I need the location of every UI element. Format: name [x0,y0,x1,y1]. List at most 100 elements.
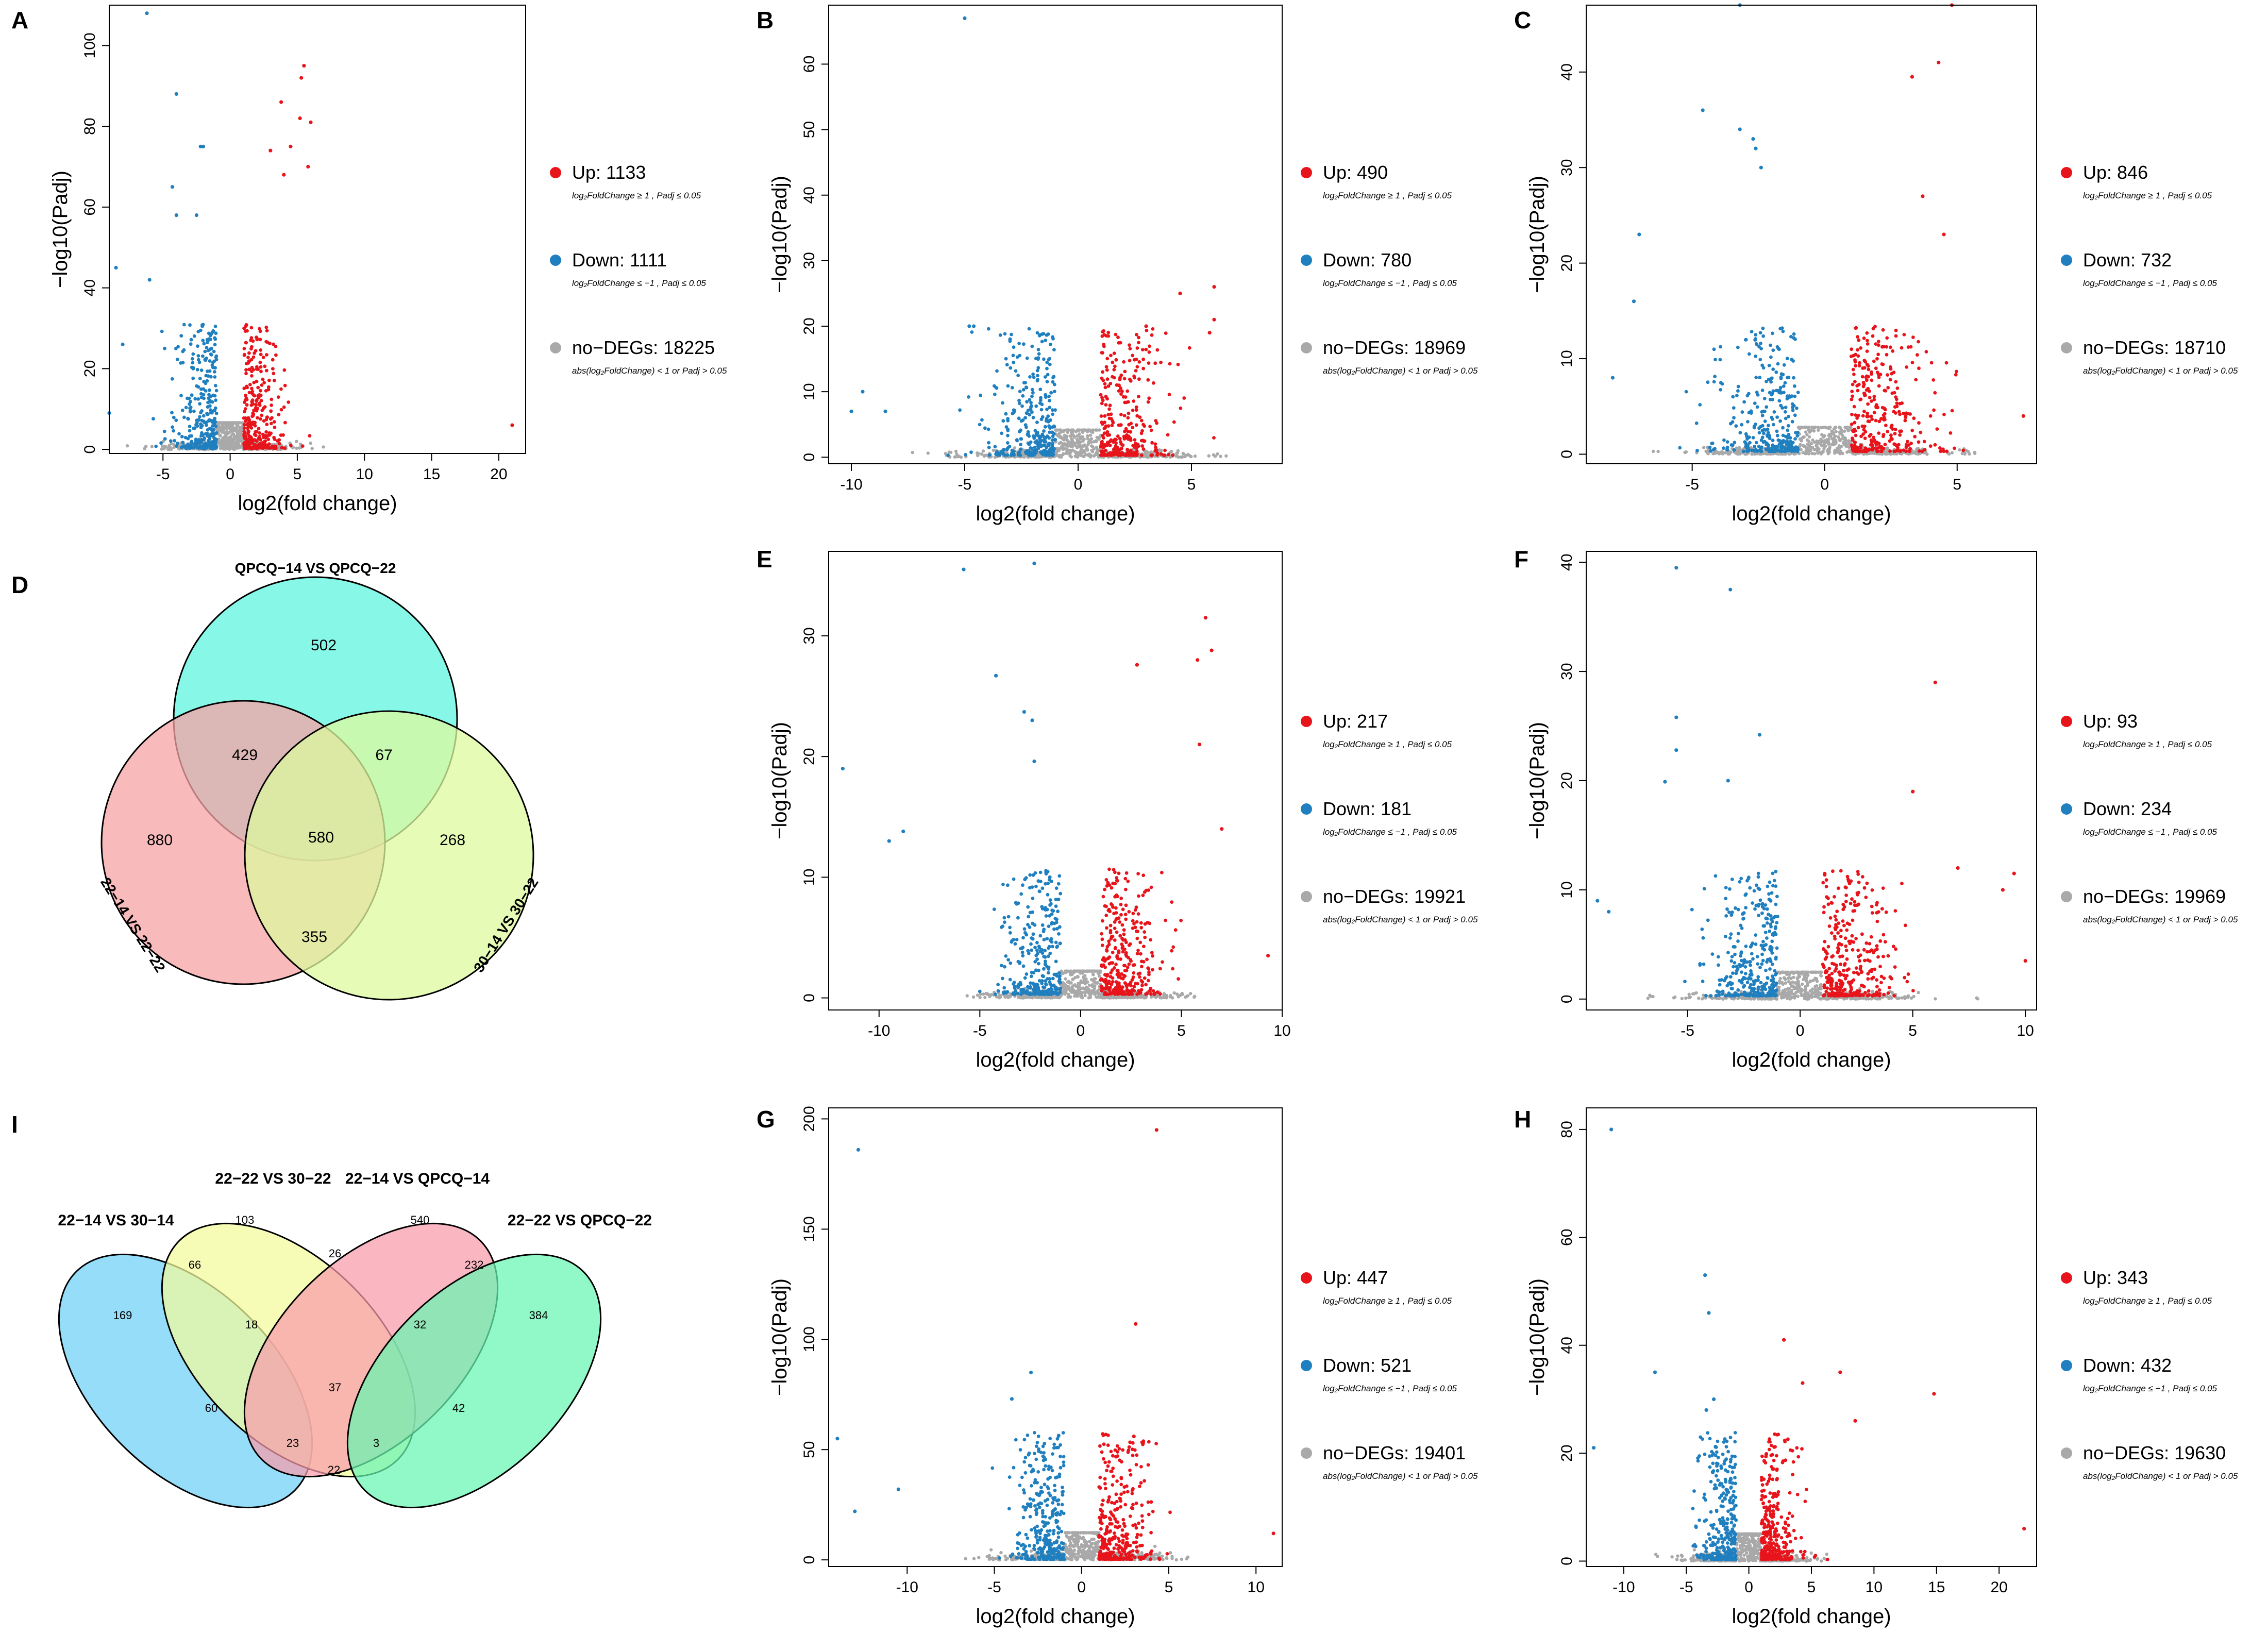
point-down [208,442,212,445]
point-nodeg [1067,980,1070,983]
point-up [253,432,257,436]
point-up [271,367,275,370]
point-up [1182,396,1186,400]
point-down [192,334,196,338]
point-down [1736,389,1740,393]
point-nodeg [954,449,958,453]
point-nodeg [1068,451,1072,455]
point-down [986,327,990,331]
point-up [1917,366,1921,370]
point-nodeg [1091,972,1095,976]
point-down [1037,962,1040,966]
point-down [1760,435,1765,440]
point-up [1137,335,1140,340]
point-nodeg [982,992,985,996]
point-outlier-up [1178,291,1182,296]
point-up [1852,405,1856,409]
point-up [1123,369,1127,374]
point-up [247,418,251,422]
point-down [194,423,198,427]
point-down [980,418,984,422]
point-down [1021,883,1024,887]
point-down [213,375,217,379]
point-down [1033,946,1037,949]
point-up [1144,347,1148,351]
point-up [277,442,281,446]
point-down [1042,440,1046,444]
point-up [254,403,258,407]
point-up [270,403,273,407]
point-down [1015,355,1019,359]
point-nodeg [218,442,222,446]
point-nodeg [944,451,948,456]
point-down [1751,436,1755,440]
point-up [1118,376,1122,380]
point-up [1877,419,1881,424]
point-nodeg [1145,450,1149,453]
point-nodeg [1019,995,1022,999]
y-tick-label: 60 [801,56,818,73]
point-nodeg [222,447,226,450]
point-nodeg [1184,995,1187,999]
point-up [1863,436,1867,440]
point-down [184,406,188,410]
point-down [1057,975,1061,979]
point-up [1874,366,1878,370]
point-up [1881,328,1885,332]
point-up [254,406,258,410]
point-up [1864,388,1869,392]
y-axis-label: −log10(Padj) [768,176,791,293]
point-up [1884,424,1888,427]
point-nodeg [225,436,228,441]
point-up [258,338,262,342]
point-down [987,441,990,445]
point-down [1782,440,1785,444]
point-up [249,403,254,407]
point-down [182,415,186,419]
point-up [242,352,246,357]
point-nodeg [1081,450,1085,454]
point-nodeg [1169,993,1172,998]
point-up [300,444,305,448]
point-nodeg [1805,433,1809,436]
point-nodeg [1065,451,1068,456]
point-down [1781,329,1785,333]
point-nodeg [1843,426,1847,429]
point-up [1153,361,1157,365]
point-up [1850,347,1854,351]
point-up [1105,433,1110,437]
point-down [1754,441,1758,445]
point-up [274,446,278,450]
point-up [257,446,261,450]
point-down [199,411,203,414]
point-down [1050,908,1054,912]
point-nodeg [1810,446,1815,449]
point-up [1132,399,1136,403]
point-down [1764,447,1768,451]
point-down [1778,327,1783,331]
point-down [179,334,183,338]
point-nodeg [1651,449,1655,453]
point-down [1771,331,1774,335]
point-up [1108,403,1112,408]
point-down [1747,352,1751,356]
point-down [170,377,174,381]
point-outlier-up [279,100,283,104]
point-up [1114,358,1118,362]
point-down [1040,923,1045,927]
point-up [1895,386,1900,390]
point-down [1725,440,1729,444]
point-down [204,381,208,385]
point-up [1886,386,1890,390]
point-up [265,353,268,357]
point-up [1134,452,1138,457]
point-up [255,367,259,371]
point-up [1894,328,1898,332]
legend-dot-nodeg [550,342,561,353]
point-up [267,433,272,437]
point-up [1857,338,1861,342]
point-down [1036,374,1039,378]
point-up [1114,332,1118,336]
point-down [1787,432,1791,436]
point-nodeg [1083,993,1087,998]
